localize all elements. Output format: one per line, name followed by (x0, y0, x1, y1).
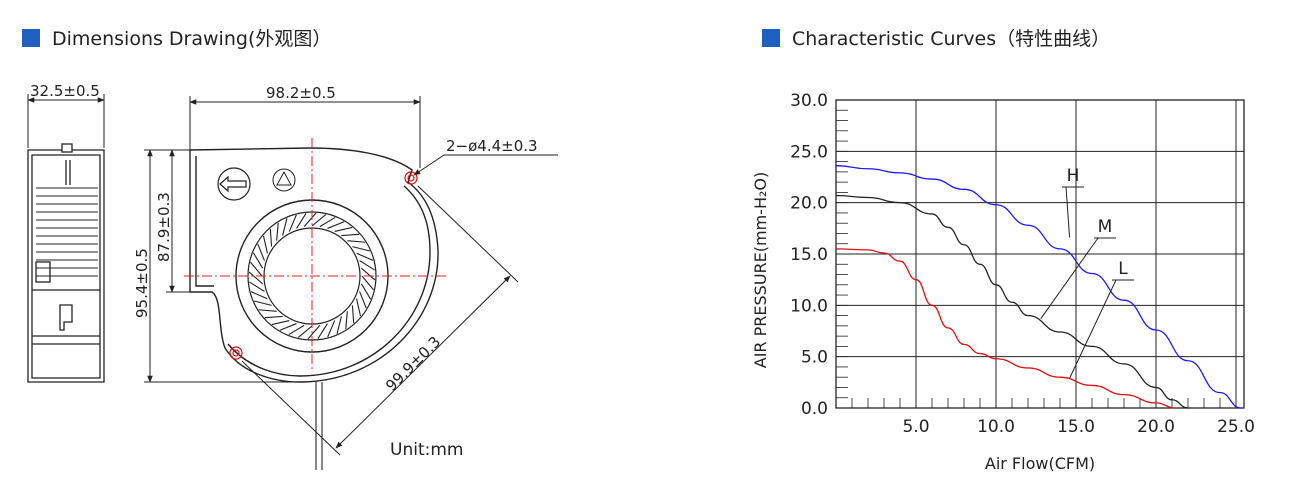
x-axis-label: Air Flow(CFM) (985, 454, 1095, 473)
header-bullet (22, 28, 40, 47)
series-label-L: L (1118, 259, 1128, 279)
height-label: 95.4±0.5 (133, 248, 151, 318)
impeller-blade (250, 261, 263, 277)
impeller-blade (334, 226, 353, 232)
callout-leader-H (1065, 186, 1071, 238)
y-axis-label: AIR PRESSURE(mm-H₂O) (751, 172, 770, 368)
arrow-direction-icon (217, 167, 251, 201)
x-tick-label: 5.0 (902, 417, 929, 437)
impeller-blade (297, 325, 313, 338)
impeller-blade (258, 309, 277, 312)
impeller-blade (254, 300, 272, 306)
height-dimension (144, 149, 300, 383)
dimensions-title: Dimensions Drawing(外观图） (52, 28, 332, 50)
impeller-blade (282, 218, 288, 236)
series-label-H: H (1067, 166, 1080, 186)
series-line-H (835, 165, 1241, 409)
fan-front-view (189, 147, 439, 383)
dimensions-header: Dimensions Drawing(外观图） (22, 24, 331, 51)
impeller-blade (288, 324, 305, 336)
header-bullet (762, 28, 780, 47)
impeller-blade (264, 315, 283, 319)
series-line-L (835, 248, 1176, 409)
impeller-blade (341, 233, 360, 237)
curves-header: Characteristic Curves（特性曲线） (762, 24, 1110, 51)
impeller-blade (279, 323, 297, 331)
series-line-M (835, 194, 1189, 409)
impeller-blade (257, 243, 265, 261)
impeller-blade (271, 320, 290, 326)
impeller-blade (296, 212, 307, 229)
callout-leader-L (1069, 279, 1117, 379)
y-tick-label: 5.0 (801, 348, 828, 368)
callout-leader-M (1040, 237, 1099, 319)
dimensions-drawing: 32.5±0.5 98.2±0.5 95.4±0.5 87.9±0.3 (27, 82, 558, 470)
thickness-dimension (27, 94, 105, 148)
impeller-blade (356, 298, 362, 317)
x-tick-label: 25.0 (1217, 417, 1255, 437)
impeller-blade (252, 252, 264, 269)
impeller-blade (269, 228, 273, 247)
y-tick-label: 10.0 (790, 296, 828, 316)
y-tick-label: 15.0 (790, 245, 828, 265)
impeller-blade (288, 214, 297, 232)
impeller-blade (327, 221, 345, 229)
impeller-blade (356, 252, 374, 261)
x-tick-label: 15.0 (1057, 417, 1095, 437)
width-label: 98.2±0.5 (266, 84, 336, 102)
hole-distance-dimension (241, 185, 519, 456)
characteristic-curves-chart: 0.0 5.0 10.0 15.0 20.0 25.0 30.0 5.0 10.0 15.0 20.… (751, 91, 1255, 473)
impeller-blade (262, 235, 268, 254)
unit-label: Unit:mm (390, 440, 463, 460)
impeller-blade (276, 222, 279, 241)
y-tick-label: 20.0 (790, 194, 828, 214)
recycle-mark-icon (272, 168, 296, 192)
curves-title: Characteristic Curves（特性曲线） (792, 28, 1111, 50)
y-tick-label: 25.0 (790, 142, 828, 162)
width-dimension (189, 96, 421, 168)
series-label-M: M (1098, 217, 1113, 237)
impeller-blade (248, 271, 263, 285)
impeller-blade (327, 320, 336, 338)
impeller-blade (336, 316, 342, 334)
impeller-blade (359, 291, 367, 309)
lead-wires (315, 382, 323, 470)
fan-side-view (27, 143, 105, 383)
impeller-blade (352, 246, 370, 252)
holes-label: 2−ø4.4±0.3 (446, 137, 538, 155)
impeller-blade (360, 283, 372, 300)
impeller-blade (319, 216, 336, 228)
mounting-holes (229, 171, 418, 360)
thickness-label: 32.5±0.5 (30, 82, 100, 100)
x-tick-label: 20.0 (1137, 417, 1175, 437)
impeller-blade (311, 214, 327, 227)
height-inner-label: 87.9±0.3 (155, 192, 173, 262)
impeller-blade (250, 291, 268, 300)
holes-callout (413, 154, 558, 176)
x-tick-label: 10.0 (977, 417, 1015, 437)
impeller-blade (347, 240, 366, 243)
impeller-blade (317, 323, 328, 340)
impeller-blade (248, 281, 265, 292)
hole-distance-label: 99.9±0.3 (382, 333, 444, 395)
y-tick-label: 0.0 (801, 399, 828, 419)
impeller-blade (303, 212, 317, 227)
y-tick-label: 30.0 (790, 91, 828, 111)
impeller-blade (307, 325, 321, 340)
impeller-blade (345, 311, 348, 330)
impeller-blade (359, 260, 376, 271)
impeller-blade (351, 305, 355, 324)
